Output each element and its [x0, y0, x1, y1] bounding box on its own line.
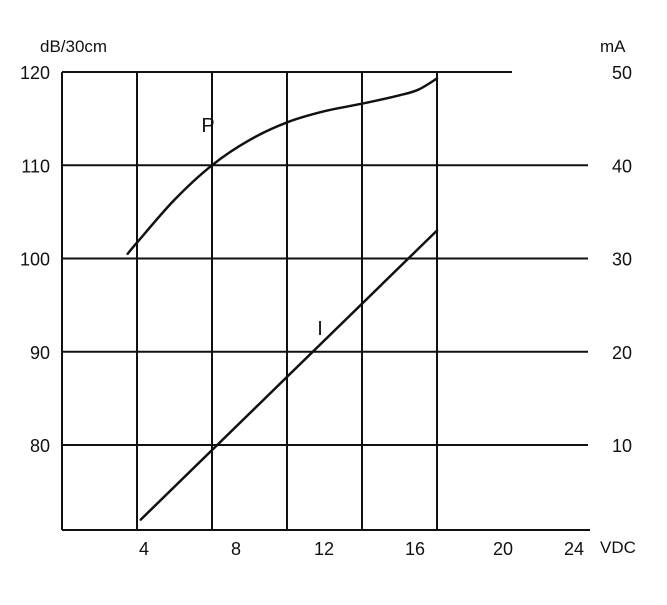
y-left-tick-label: 110: [21, 156, 50, 176]
y-right-tick-label: 30: [612, 250, 632, 270]
y-right-tick-label: 20: [612, 343, 632, 363]
right-axis-unit: mA: [600, 37, 626, 56]
x-tick-label: 20: [493, 539, 513, 559]
y-left-tick-label: 90: [30, 343, 50, 363]
series-p-label: P: [201, 115, 214, 137]
x-tick-label: 8: [231, 539, 241, 559]
grid: [61, 71, 590, 531]
x-tick-label: 24: [564, 539, 584, 559]
series-p-line: [126, 77, 439, 256]
left-axis-unit: dB/30cm: [40, 37, 107, 56]
y-left-tick-label: 120: [20, 63, 50, 83]
x-tick-label: 16: [405, 539, 425, 559]
y-right-tick-label: 10: [612, 436, 632, 456]
tick-labels: 4 8 12 16 20 24 80 90 100 110 120 10 20 30 40 50: [20, 63, 632, 559]
x-tick-label: 12: [314, 539, 334, 559]
x-tick-label: 4: [139, 539, 149, 559]
y-left-tick-label: 80: [30, 436, 50, 456]
series-i-line: [139, 229, 439, 521]
series-i-label: I: [317, 318, 323, 340]
y-left-tick-label: 100: [20, 250, 50, 270]
y-right-tick-label: 50: [612, 63, 632, 83]
x-axis-unit: VDC: [600, 538, 636, 557]
y-right-tick-label: 40: [612, 156, 632, 176]
series: PI: [126, 77, 439, 521]
